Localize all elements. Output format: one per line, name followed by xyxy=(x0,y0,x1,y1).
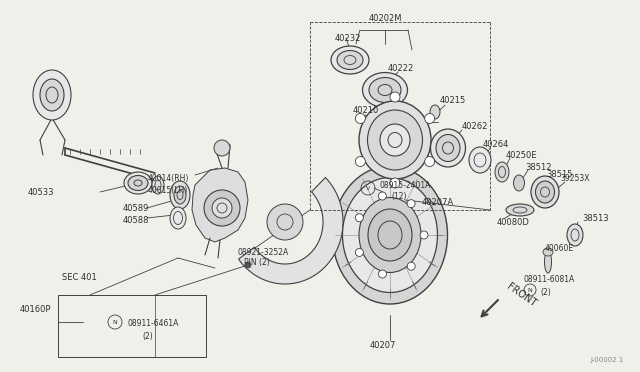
Ellipse shape xyxy=(170,181,190,209)
Ellipse shape xyxy=(531,176,559,208)
Text: 38513: 38513 xyxy=(582,214,609,222)
Circle shape xyxy=(390,178,400,188)
Text: (12): (12) xyxy=(391,192,406,201)
Ellipse shape xyxy=(495,162,509,182)
Ellipse shape xyxy=(331,46,369,74)
Text: 40210: 40210 xyxy=(353,106,380,115)
Text: 08911-6081A: 08911-6081A xyxy=(523,276,574,285)
Text: 40160P: 40160P xyxy=(20,305,51,314)
Ellipse shape xyxy=(174,186,186,204)
Ellipse shape xyxy=(359,198,421,273)
Text: (2): (2) xyxy=(540,288,551,296)
Circle shape xyxy=(425,157,435,167)
Ellipse shape xyxy=(152,176,164,194)
Text: 40250E: 40250E xyxy=(506,151,538,160)
Text: 40264: 40264 xyxy=(483,140,509,148)
Ellipse shape xyxy=(128,176,148,190)
Text: 40588: 40588 xyxy=(123,215,150,224)
Ellipse shape xyxy=(469,147,491,173)
Text: 08915-2401A: 08915-2401A xyxy=(380,180,431,189)
Ellipse shape xyxy=(33,70,71,120)
Circle shape xyxy=(267,204,303,240)
Ellipse shape xyxy=(333,166,447,304)
Circle shape xyxy=(355,157,365,167)
Circle shape xyxy=(214,140,230,156)
Text: 40207: 40207 xyxy=(370,340,396,350)
Ellipse shape xyxy=(430,105,440,119)
Text: N: N xyxy=(527,288,532,292)
Ellipse shape xyxy=(543,248,553,256)
Ellipse shape xyxy=(367,110,422,170)
Text: 40207A: 40207A xyxy=(422,198,454,206)
Circle shape xyxy=(245,262,251,268)
Ellipse shape xyxy=(436,135,460,161)
Text: 40202M: 40202M xyxy=(368,13,402,22)
Polygon shape xyxy=(192,168,248,242)
Ellipse shape xyxy=(124,172,152,194)
Circle shape xyxy=(378,192,387,200)
Text: 40232: 40232 xyxy=(335,33,362,42)
Ellipse shape xyxy=(337,51,363,70)
Text: SEC 401: SEC 401 xyxy=(62,273,97,282)
Text: FRONT: FRONT xyxy=(505,281,538,309)
Ellipse shape xyxy=(380,124,410,156)
Text: 08911-6461A: 08911-6461A xyxy=(128,318,179,327)
Circle shape xyxy=(390,92,400,102)
Circle shape xyxy=(407,262,415,270)
Text: PIN (2): PIN (2) xyxy=(244,259,269,267)
Text: 40015(LH): 40015(LH) xyxy=(148,186,188,195)
Circle shape xyxy=(212,198,232,218)
Ellipse shape xyxy=(359,101,431,179)
Polygon shape xyxy=(239,177,343,284)
Ellipse shape xyxy=(536,181,554,203)
Text: 40533: 40533 xyxy=(28,187,54,196)
Ellipse shape xyxy=(362,73,408,108)
Text: 38515: 38515 xyxy=(546,170,573,179)
Ellipse shape xyxy=(342,177,438,292)
Ellipse shape xyxy=(369,77,401,103)
Circle shape xyxy=(355,214,364,222)
Ellipse shape xyxy=(513,175,525,191)
Ellipse shape xyxy=(40,79,64,111)
Bar xyxy=(58,295,206,357)
Circle shape xyxy=(378,270,387,278)
Text: 08921-3252A: 08921-3252A xyxy=(238,247,289,257)
Circle shape xyxy=(355,248,364,256)
Text: 40215: 40215 xyxy=(440,96,467,105)
Circle shape xyxy=(425,113,435,124)
Circle shape xyxy=(204,190,240,226)
Circle shape xyxy=(407,200,415,208)
Circle shape xyxy=(420,231,428,239)
Text: 40014(RH): 40014(RH) xyxy=(148,173,189,183)
Text: (2): (2) xyxy=(142,333,153,341)
Text: 40222: 40222 xyxy=(388,64,414,73)
Circle shape xyxy=(355,113,365,124)
Ellipse shape xyxy=(368,209,412,261)
Text: J-00002 1: J-00002 1 xyxy=(590,357,623,363)
Ellipse shape xyxy=(567,224,583,246)
Text: 40589: 40589 xyxy=(123,203,149,212)
Ellipse shape xyxy=(545,251,552,273)
Text: 40262: 40262 xyxy=(462,122,488,131)
Text: 38512: 38512 xyxy=(525,163,552,171)
Text: 40060E: 40060E xyxy=(545,244,574,253)
Text: 40080D: 40080D xyxy=(497,218,530,227)
Ellipse shape xyxy=(170,207,186,229)
Text: 39253X: 39253X xyxy=(560,173,589,183)
Text: N: N xyxy=(113,320,117,324)
Ellipse shape xyxy=(506,204,534,216)
Text: V: V xyxy=(366,186,370,190)
Ellipse shape xyxy=(431,129,465,167)
